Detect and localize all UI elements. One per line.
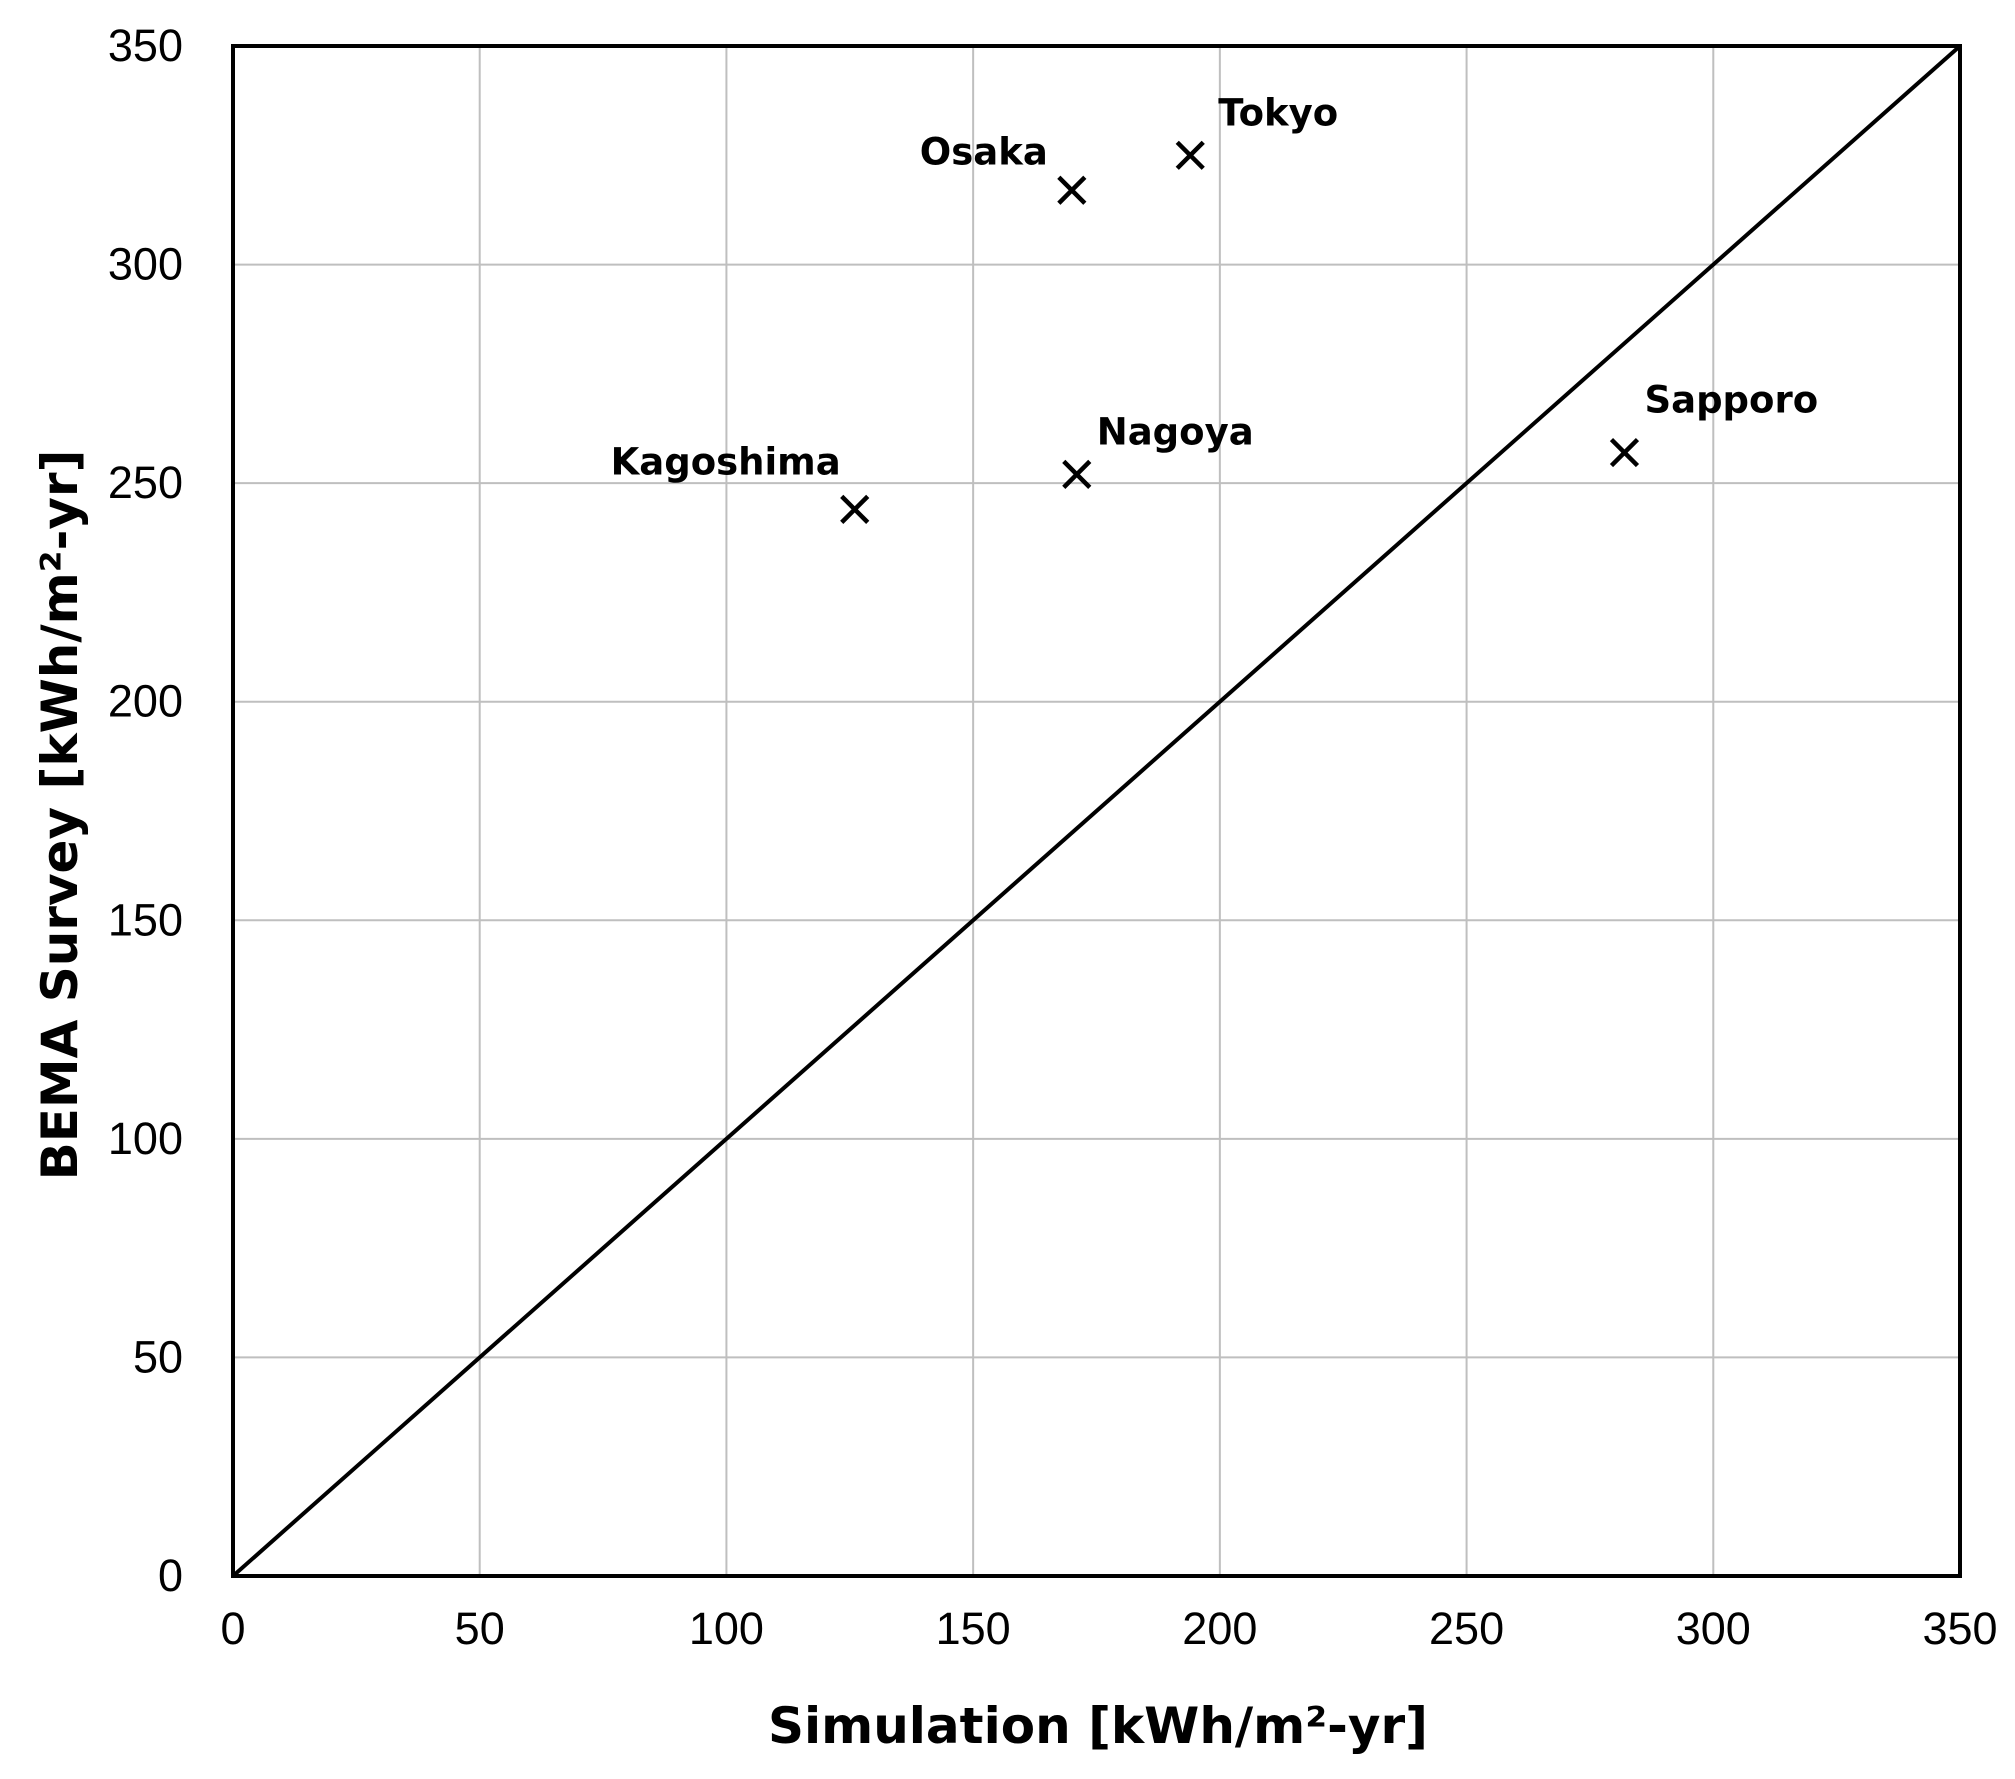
point-marker-nagoya	[1062, 459, 1092, 489]
reference-line-y-equals-x	[231, 44, 1962, 1578]
y-tick-label-0: 0	[158, 1550, 183, 1601]
y-tick-label-350: 350	[108, 20, 183, 71]
x-tick-label-100: 100	[689, 1603, 764, 1654]
point-label-kagoshima: Kagoshima	[611, 440, 841, 483]
y-tick-label-250: 250	[108, 457, 183, 508]
point-marker-sapporo	[1609, 437, 1640, 468]
y-tick-label-200: 200	[108, 676, 183, 727]
point-label-nagoya: Nagoya	[1097, 410, 1254, 453]
y-tick-label-50: 50	[133, 1331, 183, 1382]
plot-area-frame	[231, 44, 1962, 1578]
x-tick-label-300: 300	[1676, 1603, 1751, 1654]
y-tick-label-300: 300	[108, 239, 183, 290]
x-tick-label-350: 350	[1922, 1603, 1997, 1654]
point-label-sapporo: Sapporo	[1644, 379, 1818, 422]
data-points: Tokyo Osaka Nagoya Kagoshima Sapporo	[611, 91, 1818, 524]
x-axis-tick-labels: 0 50 100 150 200 250 300 350	[220, 1603, 1997, 1654]
y-tick-label-150: 150	[108, 894, 183, 945]
point-label-tokyo: Tokyo	[1218, 91, 1338, 134]
x-tick-label-150: 150	[936, 1603, 1011, 1654]
x-tick-label-0: 0	[220, 1603, 245, 1654]
x-tick-label-250: 250	[1429, 1603, 1504, 1654]
point-label-osaka: Osaka	[920, 130, 1048, 173]
point-marker-tokyo	[1175, 140, 1205, 170]
x-axis-title: Simulation [kWh/m²-yr]	[768, 1697, 1428, 1755]
point-marker-kagoshima	[840, 494, 870, 524]
x-tick-label-200: 200	[1182, 1603, 1257, 1654]
point-marker-osaka	[1057, 175, 1087, 205]
y-axis-title: BEMA Survey [kWh/m²-yr]	[31, 450, 89, 1181]
y-axis-tick-labels: 0 50 100 150 200 250 300 350	[108, 20, 183, 1601]
y-tick-label-100: 100	[108, 1113, 183, 1164]
x-tick-label-50: 50	[455, 1603, 505, 1654]
grid-lines	[232, 45, 1961, 1577]
